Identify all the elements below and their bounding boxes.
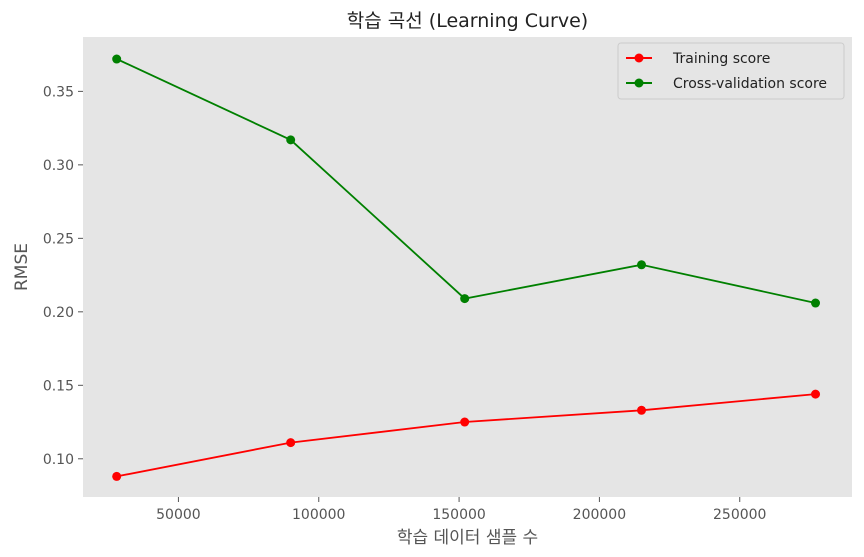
x-axis-label: 학습 데이터 샘플 수 xyxy=(397,528,538,548)
y-tick-label: 0.35 xyxy=(43,84,74,100)
x-tick-label: 200000 xyxy=(573,507,626,523)
legend-label-training: Training score xyxy=(672,51,770,67)
series-0-point xyxy=(637,405,647,415)
legend-label-cv: Cross-validation score xyxy=(673,76,827,92)
series-0-point xyxy=(286,438,296,448)
series-1-point xyxy=(286,135,296,145)
x-tick-label: 250000 xyxy=(713,507,766,523)
legend-marker-training xyxy=(634,53,644,63)
series-0-point xyxy=(112,471,122,481)
x-axis-ticks: 50000 100000 150000 200000 250000 xyxy=(156,497,766,523)
legend: Training score Cross-validation score xyxy=(617,42,845,100)
series-0-point xyxy=(811,389,821,399)
series-1-point xyxy=(112,54,122,64)
legend-box xyxy=(617,42,845,100)
series-layer xyxy=(112,54,821,481)
y-tick-label: 0.30 xyxy=(43,158,74,174)
series-1-point xyxy=(811,298,821,308)
x-tick-label: 50000 xyxy=(156,507,201,523)
y-tick-label: 0.20 xyxy=(43,305,74,321)
y-axis-ticks: 0.10 0.15 0.20 0.25 0.30 0.35 xyxy=(43,84,83,468)
legend-marker-cv xyxy=(634,78,644,88)
series-1-point xyxy=(637,260,647,270)
series-1-point xyxy=(460,294,470,304)
plot-area xyxy=(83,37,852,497)
x-tick-label: 150000 xyxy=(432,507,485,523)
chart-title: 학습 곡선 (Learning Curve) xyxy=(347,10,588,32)
y-tick-label: 0.10 xyxy=(43,452,74,468)
y-tick-label: 0.25 xyxy=(43,231,74,247)
y-tick-label: 0.15 xyxy=(43,378,74,394)
series-0-point xyxy=(460,417,470,427)
y-axis-label: RMSE xyxy=(12,243,32,291)
x-tick-label: 100000 xyxy=(292,507,345,523)
